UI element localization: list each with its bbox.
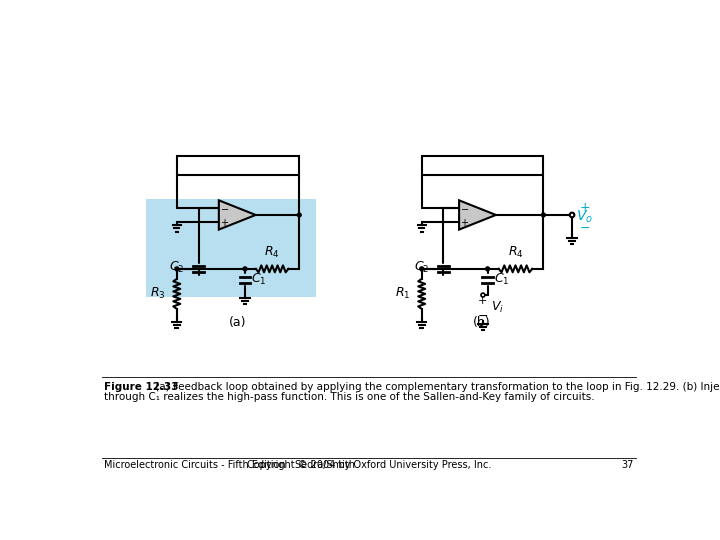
Circle shape [541, 213, 545, 217]
Text: $V_i$: $V_i$ [492, 300, 505, 315]
Circle shape [485, 267, 490, 271]
Bar [145, 199, 316, 298]
Text: $R_4$: $R_4$ [508, 245, 523, 260]
Text: through C₁ realizes the high-pass function. This is one of the Sallen-and-Key fa: through C₁ realizes the high-pass functi… [104, 392, 595, 402]
Text: 37: 37 [621, 460, 634, 470]
Text: Figure 12.33: Figure 12.33 [104, 382, 179, 392]
Text: +: + [478, 296, 487, 306]
Text: $+$: $+$ [460, 217, 469, 228]
Circle shape [243, 267, 247, 271]
Text: $-$: $-$ [220, 202, 229, 213]
Circle shape [175, 267, 179, 271]
Text: $+$: $+$ [220, 217, 229, 228]
Text: $V_o$: $V_o$ [576, 208, 593, 225]
Text: $-$: $-$ [579, 221, 590, 234]
Circle shape [297, 213, 301, 217]
Bar [422, 156, 544, 175]
Text: +: + [579, 201, 590, 214]
Text: $R_3$: $R_3$ [150, 286, 166, 301]
Text: Microelectronic Circuits - Fifth Edition   Sedra/Smith: Microelectronic Circuits - Fifth Edition… [104, 460, 355, 470]
Bar [177, 156, 300, 175]
Circle shape [570, 213, 575, 217]
Circle shape [481, 293, 485, 297]
Text: (a) Feedback loop obtained by applying the complementary transformation to the l: (a) Feedback loop obtained by applying t… [152, 382, 720, 392]
Text: $R_4$: $R_4$ [264, 245, 280, 260]
Text: $C_2$: $C_2$ [414, 260, 429, 275]
Text: (a): (a) [228, 316, 246, 329]
Polygon shape [459, 200, 496, 230]
Text: $C_2$: $C_2$ [169, 260, 184, 275]
Text: $R_1$: $R_1$ [395, 286, 411, 301]
Text: $C_1$: $C_1$ [251, 272, 266, 287]
Circle shape [420, 267, 423, 271]
Text: Copyright © 2004 by Oxford University Press, Inc.: Copyright © 2004 by Oxford University Pr… [247, 460, 491, 470]
Text: $-$: $-$ [477, 308, 488, 321]
Text: (b): (b) [472, 316, 490, 329]
Polygon shape [219, 200, 256, 230]
Text: $C_1$: $C_1$ [494, 272, 509, 287]
Text: $-$: $-$ [460, 202, 469, 213]
